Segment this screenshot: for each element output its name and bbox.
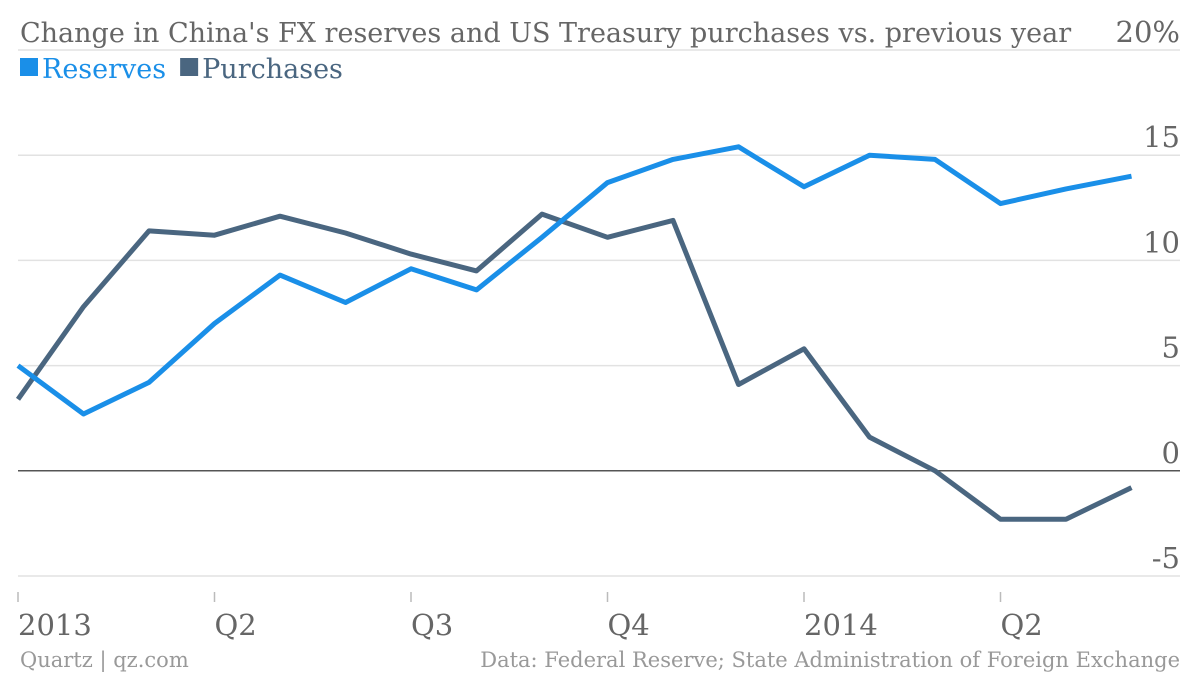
legend-swatch-reserves [20, 58, 38, 76]
x-axis: 2013 Q2 Q3 Q4 2014 Q2 [17, 592, 1043, 642]
x-tick-label: Q2 [215, 608, 257, 642]
legend: Reserves Purchases [20, 54, 343, 85]
legend-label-reserves: Reserves [42, 54, 166, 85]
series-line-purchases [15, 211, 1133, 522]
y-axis: 20% 15 10 5 0 -5 [1116, 15, 1180, 575]
chart-title: Change in China's FX reserves and US Tre… [20, 18, 1071, 49]
y-tick-label: 10 [1143, 225, 1180, 259]
y-tick-label: 20% [1116, 15, 1180, 49]
y-tick-label: 15 [1143, 120, 1180, 154]
grid-lines [18, 49, 1180, 577]
series-line-reserves [16, 144, 1132, 417]
series-group [15, 144, 1133, 522]
legend-label-purchases: Purchases [202, 54, 343, 85]
legend-swatch-purchases [180, 58, 199, 76]
footer-credit: Quartz | qz.com [20, 648, 189, 673]
x-tick-label: Q3 [411, 608, 453, 642]
y-tick-label: -5 [1152, 541, 1180, 575]
y-tick-label: 0 [1162, 436, 1180, 470]
x-tick-label: 2013 [18, 608, 92, 642]
footer-source: Data: Federal Reserve; State Administrat… [480, 648, 1180, 672]
y-tick-label: 5 [1162, 331, 1180, 365]
x-tick-label: Q4 [608, 608, 650, 642]
x-tick-label: Q2 [1001, 608, 1043, 642]
x-tick-label: 2014 [804, 608, 878, 642]
